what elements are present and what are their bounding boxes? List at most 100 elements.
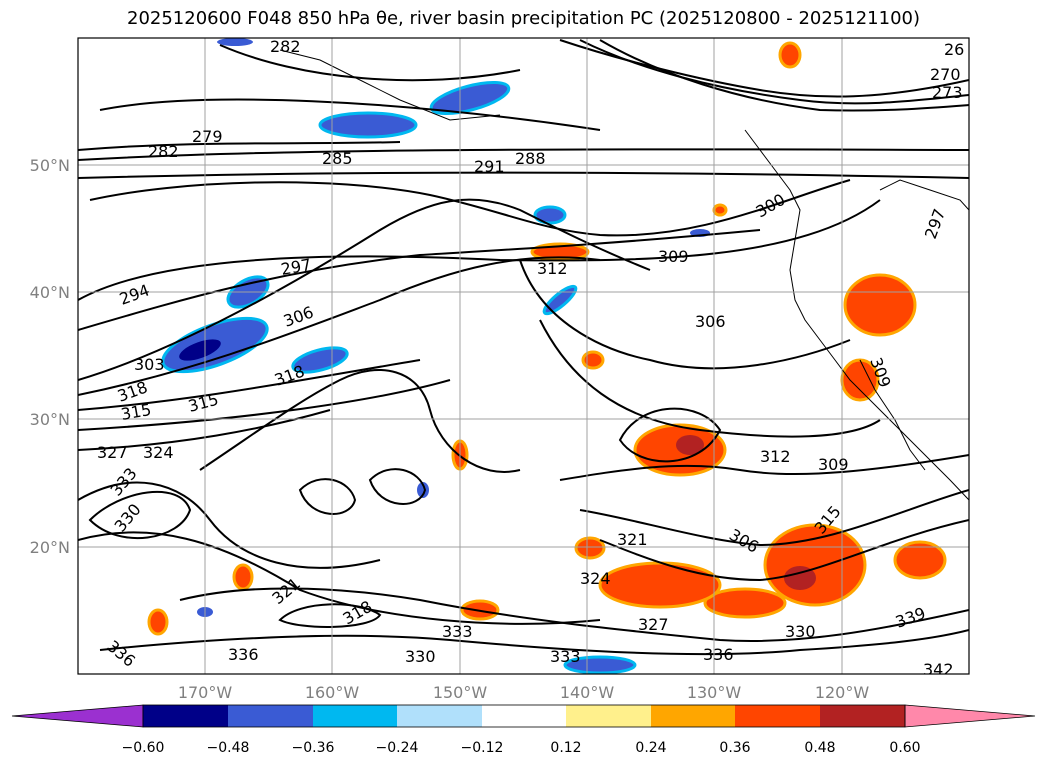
precip-area-negative <box>179 339 221 361</box>
north-america-coast <box>744 129 969 501</box>
contour-label: 312 <box>760 447 791 466</box>
theta-e-contours <box>78 39 969 656</box>
contour-line <box>78 531 601 625</box>
precip-area-positive <box>893 540 947 580</box>
colorbar-frame <box>142 704 906 728</box>
map-title: 2025120600 F048 850 hPa θe, river basin … <box>127 8 920 29</box>
colorbar-label: 0.24 <box>635 740 666 756</box>
north-america-coast <box>879 179 969 211</box>
precip-area-positive <box>843 273 917 337</box>
contour-line <box>78 198 651 381</box>
colorbar-label: 0.12 <box>550 740 581 756</box>
contour-label: 282 <box>148 142 179 161</box>
contour-line <box>579 489 969 547</box>
contour-label: 285 <box>322 149 353 168</box>
lat-label-20n: 20°N <box>30 538 70 557</box>
precip-area-negative <box>417 482 429 498</box>
precip-area-positive <box>784 566 816 590</box>
contour-label: 324 <box>143 443 174 462</box>
colorbar-segment <box>820 705 905 727</box>
colorbar-segment <box>397 705 482 727</box>
contour-line <box>78 409 331 451</box>
colorbar: −0.60 −0.48 −0.36 −0.24 −0.12 0.12 0.24 … <box>11 704 1036 756</box>
colorbar-extend-low <box>11 704 144 728</box>
lon-label-170w: 170°W <box>178 683 233 702</box>
contour-label: 309 <box>818 455 849 474</box>
colorbar-label: 0.48 <box>804 740 835 756</box>
map-panel: 282 279 282 285 291 288 294 297 300 309 … <box>78 37 969 679</box>
contour-label: 342 <box>923 660 954 679</box>
contour-line <box>99 629 969 656</box>
colorbar-segment <box>651 705 735 727</box>
precip-area-negative <box>563 655 637 674</box>
contour-line <box>78 481 381 569</box>
contour-label: 288 <box>515 149 546 168</box>
contour-line <box>519 259 851 370</box>
contour-line <box>599 519 969 582</box>
contour-line <box>579 39 969 105</box>
precip-area-positive <box>712 203 728 217</box>
contour-label: 327 <box>638 615 669 634</box>
precip-area-positive <box>147 608 169 636</box>
baja-coast <box>859 359 926 471</box>
contour-line <box>78 141 401 151</box>
contour-line <box>89 179 851 237</box>
contour-line <box>278 603 382 628</box>
lon-label-160w: 160°W <box>305 683 360 702</box>
contour-label: 273 <box>932 83 963 102</box>
colorbar-labels: −0.60 −0.48 −0.36 −0.24 −0.12 0.12 0.24 … <box>122 740 921 756</box>
contour-label: 336 <box>703 645 734 664</box>
contour-label: 324 <box>580 569 611 588</box>
colorbar-label: −0.24 <box>376 740 419 756</box>
colorbar-segment <box>228 705 313 727</box>
contour-label: 333 <box>550 647 581 666</box>
lat-label-30n: 30°N <box>30 410 70 429</box>
precip-area-negative <box>318 111 418 139</box>
contour-line <box>368 468 427 505</box>
precip-area-negative <box>217 38 253 46</box>
precip-area-negative <box>429 80 511 116</box>
lon-label-120w: 120°W <box>815 683 870 702</box>
coastline <box>279 49 969 501</box>
precip-area-positive <box>676 435 704 455</box>
precip-area-positive <box>574 536 606 560</box>
map-frame <box>77 37 970 675</box>
lon-label-140w: 140°W <box>560 683 615 702</box>
contour-label: 321 <box>617 530 648 549</box>
colorbar-segment <box>143 705 228 727</box>
precip-area-positive <box>778 41 802 69</box>
contour-line <box>78 229 761 331</box>
colorbar-segment <box>313 705 397 727</box>
contour-label: 327 <box>97 443 128 462</box>
contour-line <box>78 199 881 301</box>
colorbar-segment <box>566 705 651 727</box>
precip-area-positive <box>581 350 605 370</box>
contour-label: 333 <box>442 622 473 641</box>
contour-line <box>298 478 357 515</box>
colorbar-label: 0.36 <box>719 740 750 756</box>
latitude-labels: 50°N 40°N 30°N 20°N <box>30 156 70 557</box>
precip-area-positive <box>232 563 254 591</box>
precip-area-negative <box>542 284 578 316</box>
colorbar-label: 0.60 <box>889 740 920 756</box>
lat-label-50n: 50°N <box>30 156 70 175</box>
colorbar-extend-high <box>904 704 1036 728</box>
contour-line <box>559 454 969 481</box>
contour-label: 303 <box>134 355 165 374</box>
contour-label: 330 <box>405 647 436 666</box>
contour-line <box>599 39 969 112</box>
precip-fill-areas <box>147 38 947 674</box>
contour-label: 336 <box>228 645 259 664</box>
contour-line <box>199 369 521 473</box>
lat-label-40n: 40°N <box>30 283 70 302</box>
colorbar-label: −0.12 <box>461 740 504 756</box>
precip-area-negative <box>533 205 567 225</box>
contour-label: 282 <box>270 37 301 56</box>
lon-label-150w: 150°W <box>433 683 488 702</box>
contour-line <box>88 490 192 540</box>
contour-label: 330 <box>785 622 816 641</box>
precip-area-positive <box>703 587 787 619</box>
lon-label-130w: 130°W <box>687 683 742 702</box>
colorbar-segment <box>482 705 566 727</box>
